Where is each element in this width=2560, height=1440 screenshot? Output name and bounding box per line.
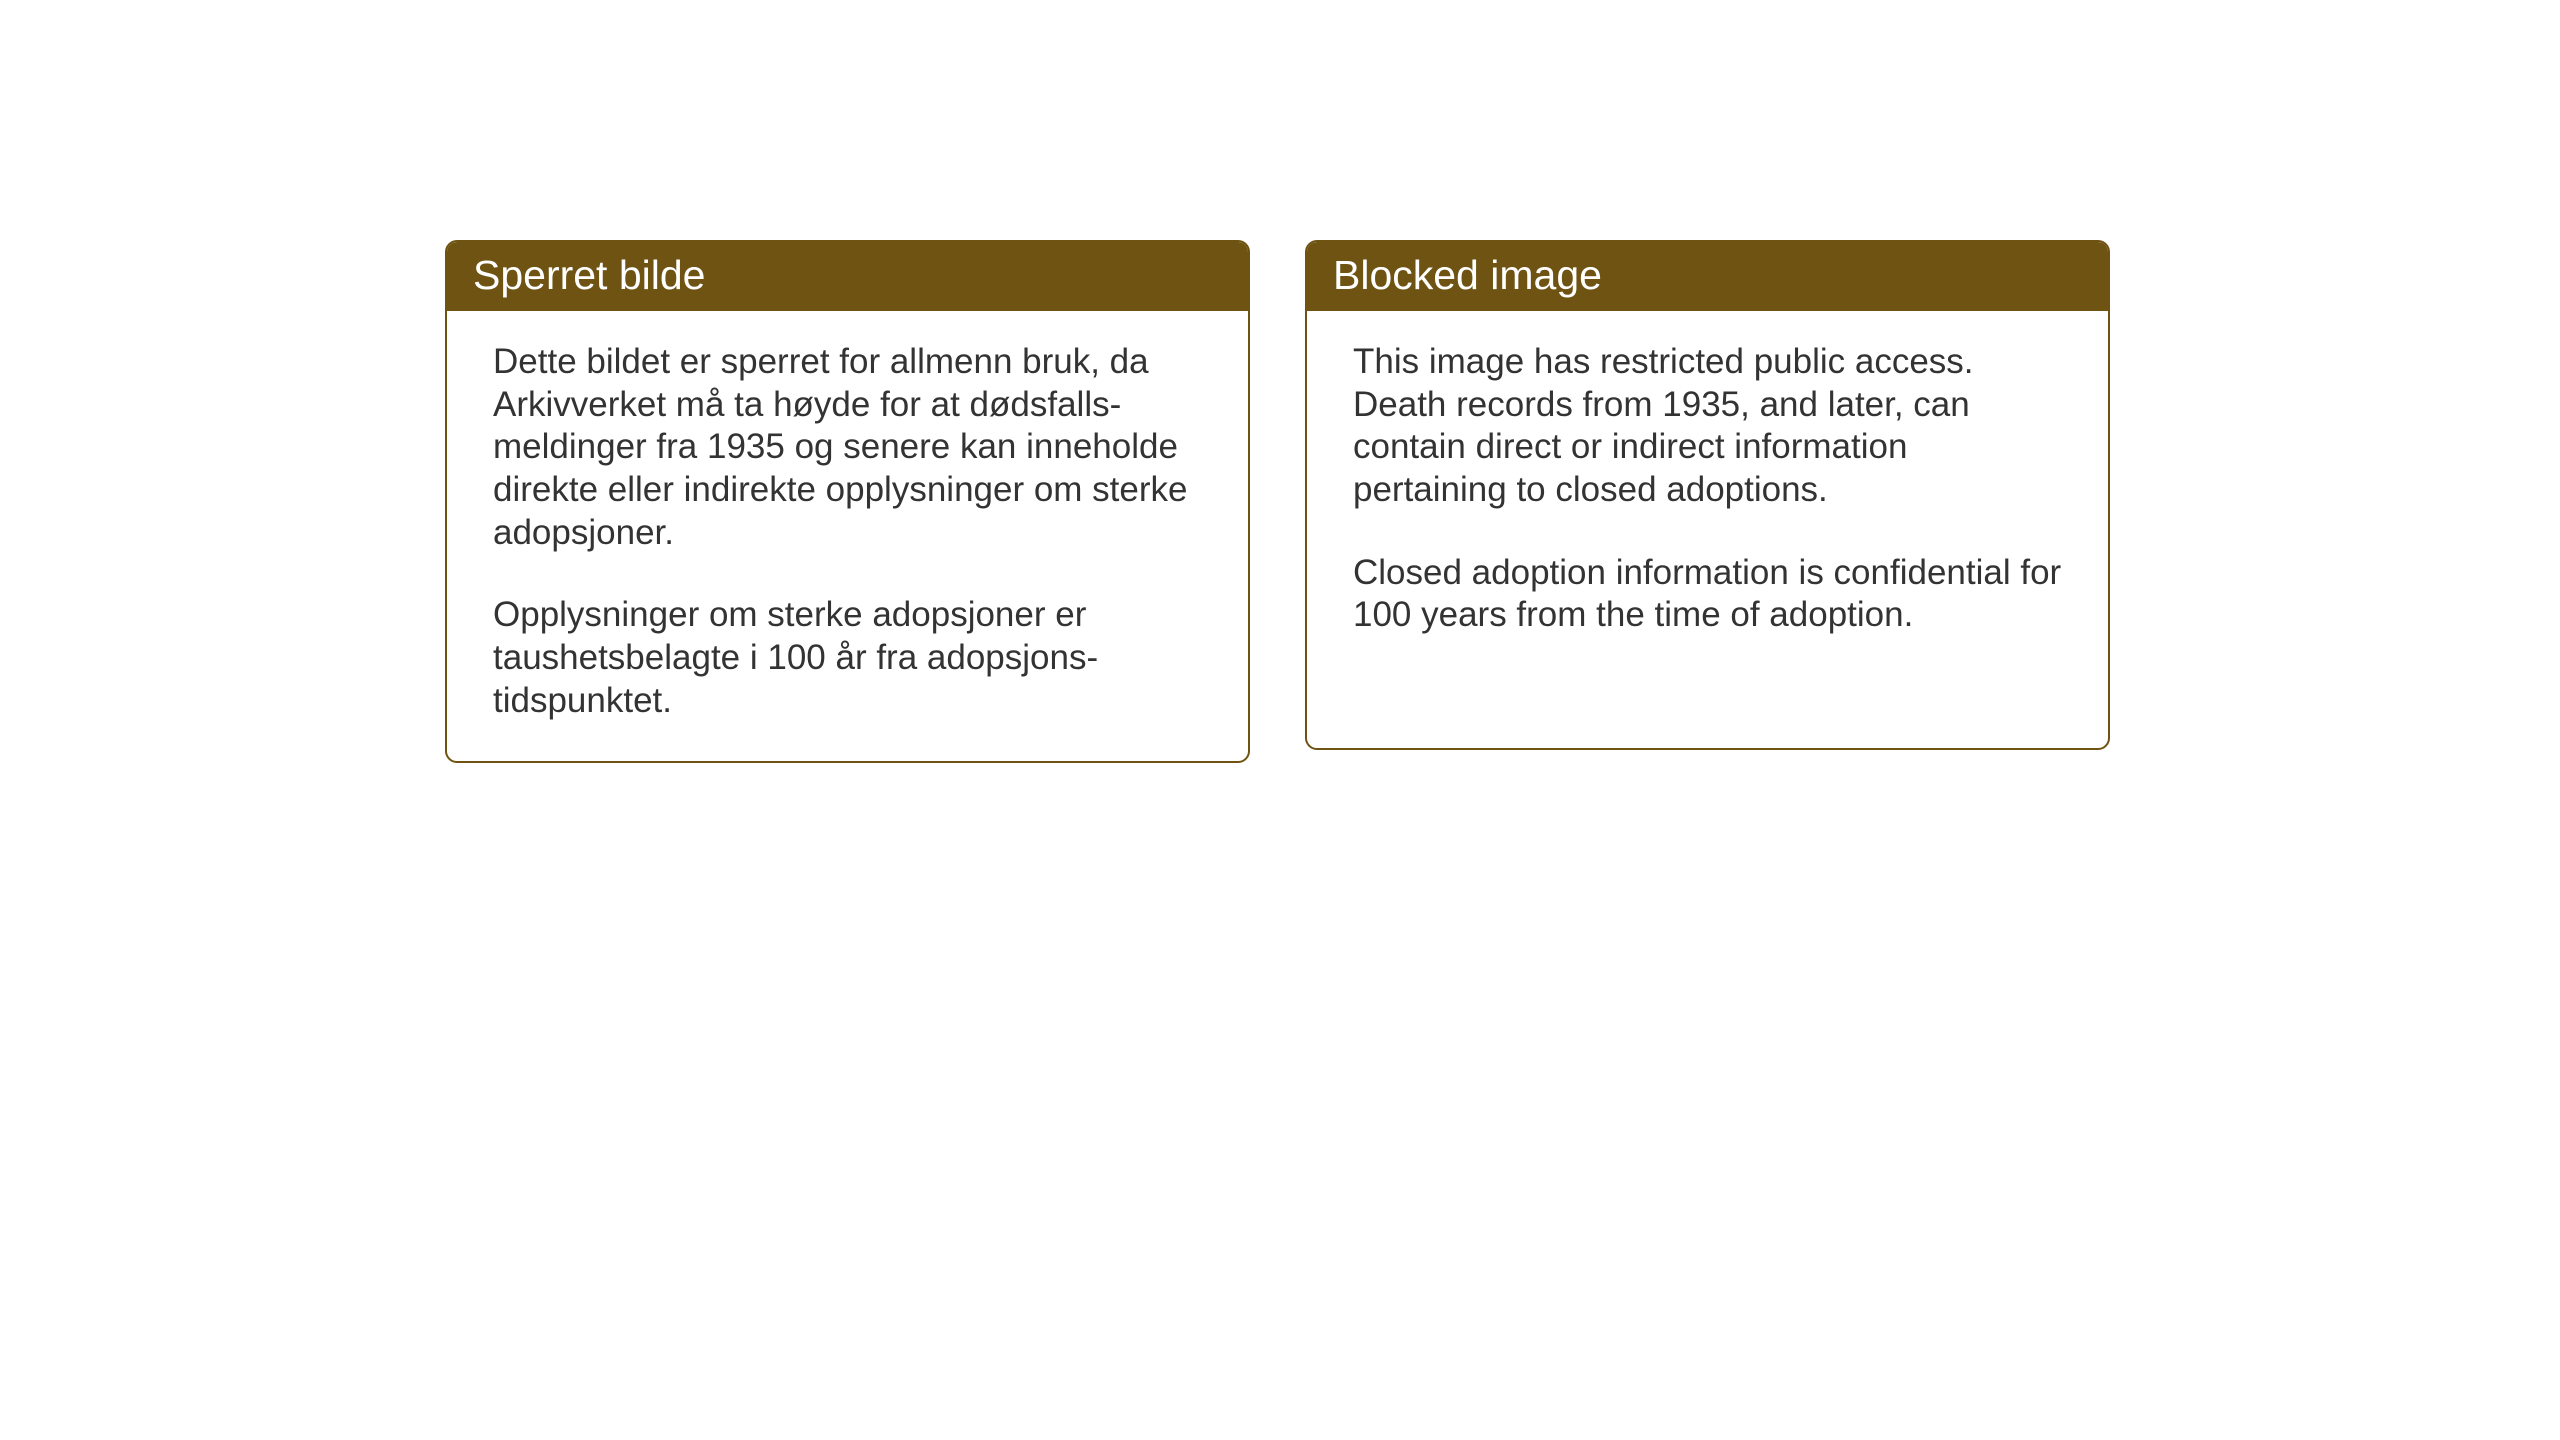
card-english-body: This image has restricted public access.…: [1307, 311, 2108, 675]
card-norwegian-header: Sperret bilde: [447, 242, 1248, 311]
cards-container: Sperret bilde Dette bildet er sperret fo…: [445, 240, 2110, 763]
card-english-header: Blocked image: [1307, 242, 2108, 311]
card-norwegian-paragraph-2: Opplysninger om sterke adopsjoner er tau…: [493, 594, 1202, 722]
card-english-paragraph-1: This image has restricted public access.…: [1353, 341, 2062, 512]
card-norwegian: Sperret bilde Dette bildet er sperret fo…: [445, 240, 1250, 763]
card-english-paragraph-2: Closed adoption information is confident…: [1353, 552, 2062, 637]
card-english: Blocked image This image has restricted …: [1305, 240, 2110, 750]
card-norwegian-body: Dette bildet er sperret for allmenn bruk…: [447, 311, 1248, 761]
card-norwegian-paragraph-1: Dette bildet er sperret for allmenn bruk…: [493, 341, 1202, 554]
